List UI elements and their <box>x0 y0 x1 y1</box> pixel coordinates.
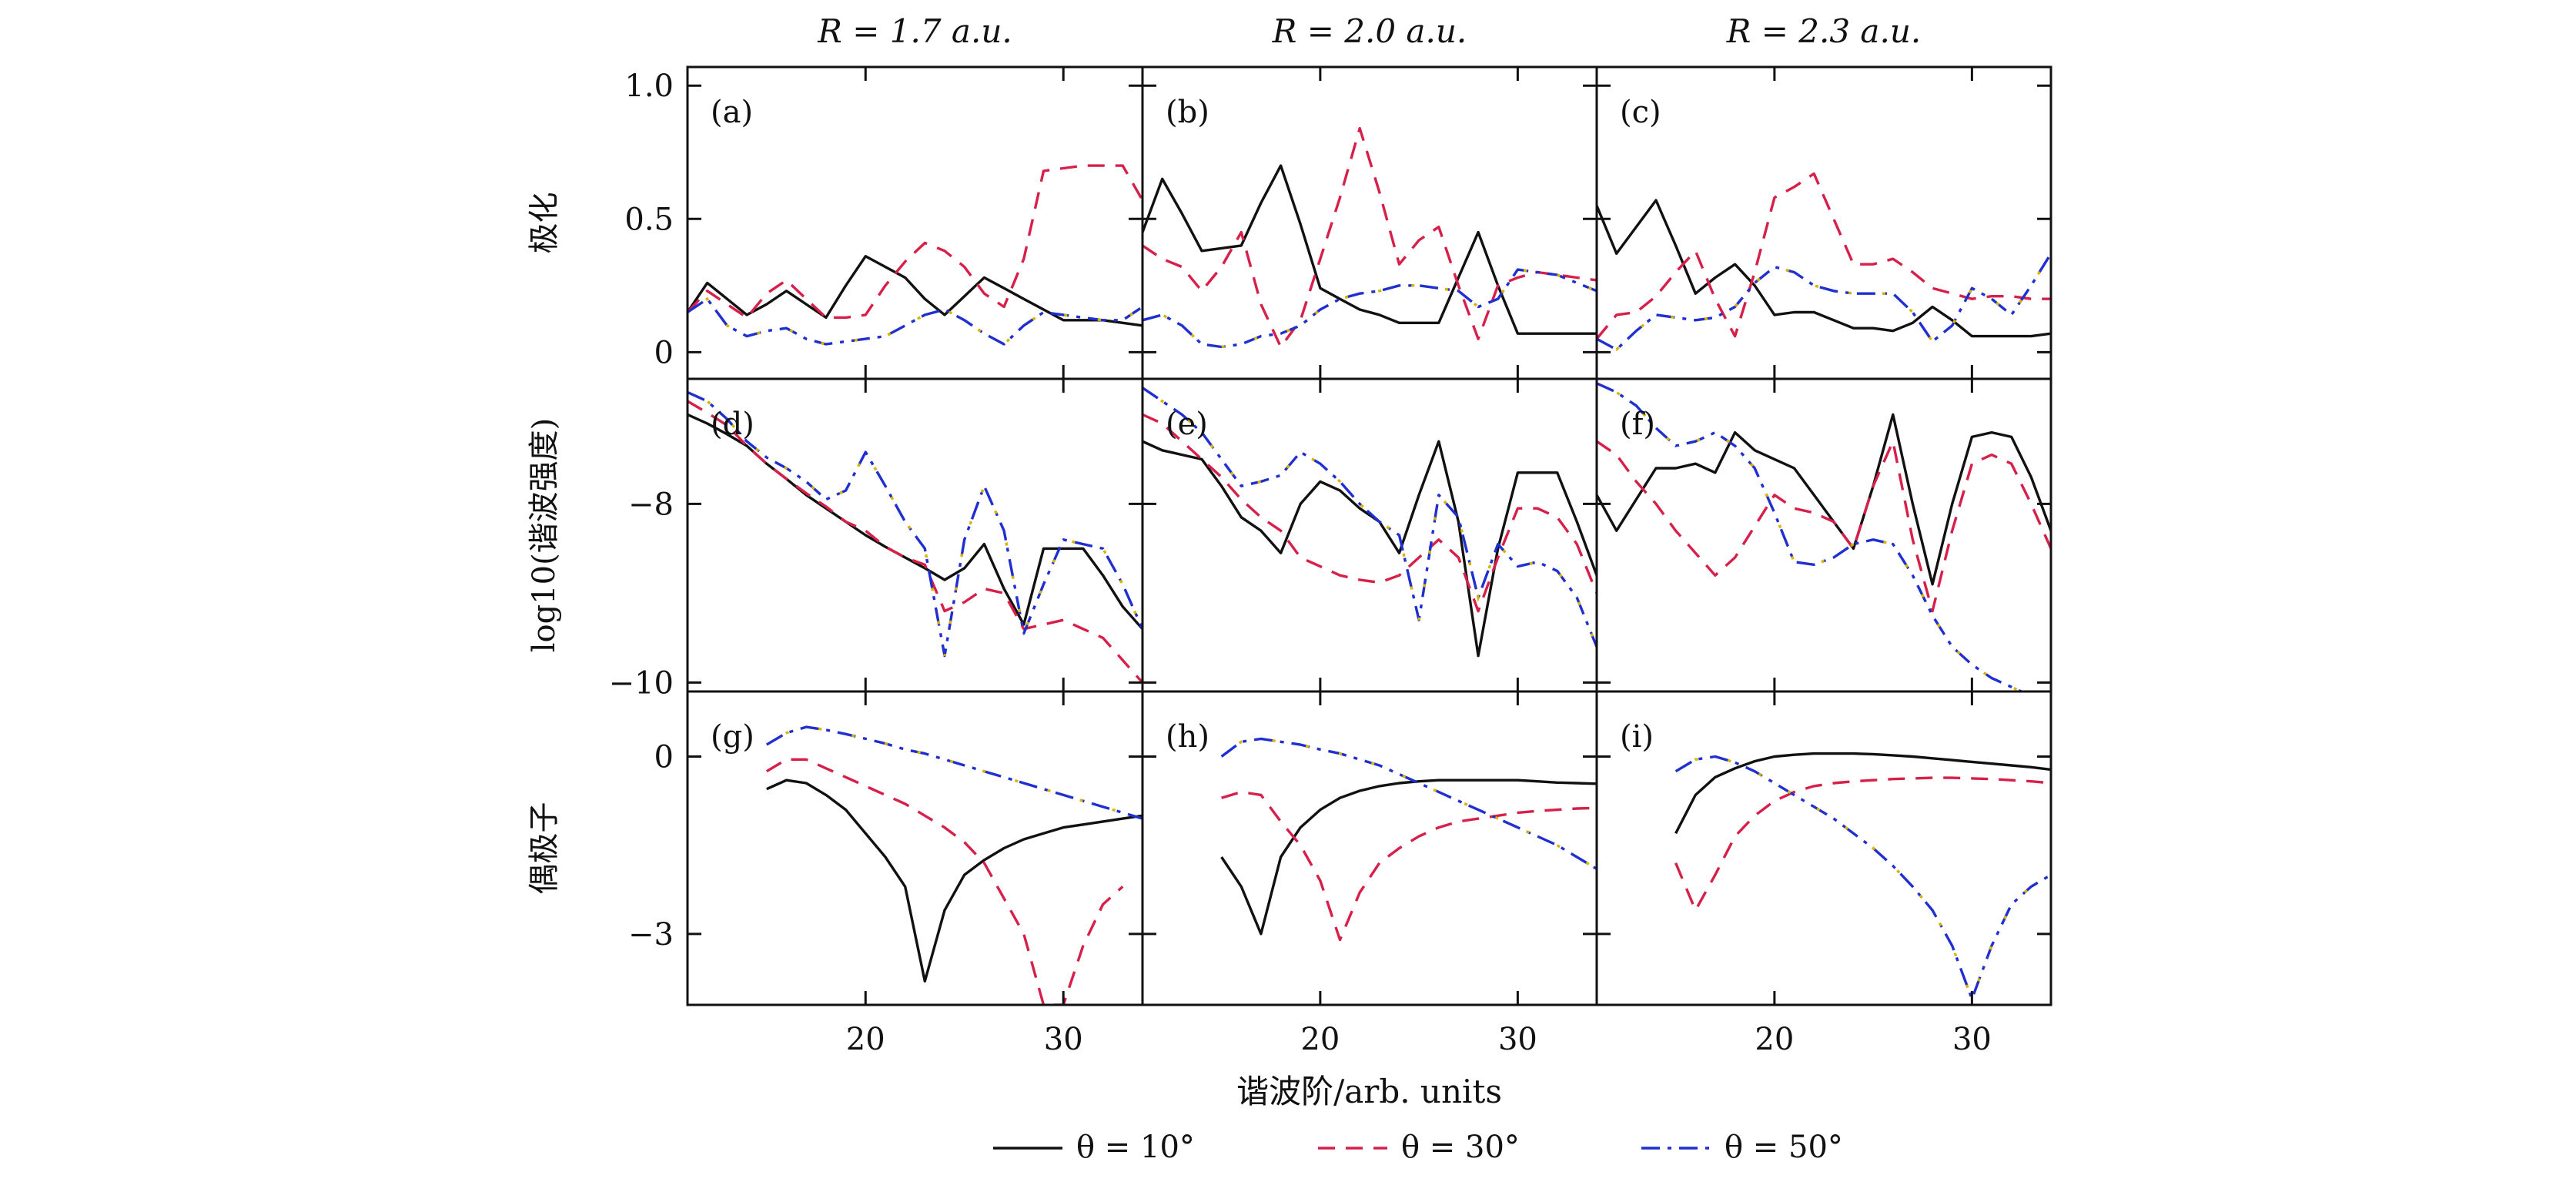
series-line-h-3 <box>1220 737 1597 870</box>
panel-frame <box>1141 377 1598 693</box>
series-overlay-f-3 <box>1597 382 2025 691</box>
x-tick-label: 20 <box>1755 1022 1794 1057</box>
panel-h-plot <box>1220 737 1597 942</box>
series-overlay-c-3 <box>1597 253 2051 351</box>
series-overlay-g-3 <box>765 725 1142 820</box>
series-line-g-3 <box>765 725 1142 820</box>
x-tick-label: 30 <box>1952 1022 1992 1057</box>
series-line-g-1 <box>766 778 1142 983</box>
row-axis-label: log10(谐波强度) <box>527 418 562 653</box>
panel-label: (a) <box>711 95 753 130</box>
series-line-a-2 <box>687 164 1142 320</box>
panel-frame <box>1595 690 2052 1006</box>
y-tick-label: −10 <box>609 665 674 701</box>
panel-frame <box>1141 65 1598 380</box>
panel-frame <box>686 377 1144 693</box>
series-overlay-a-3 <box>687 296 1142 347</box>
column-title: R = 2.3 a.u. <box>1726 12 1921 50</box>
series-line-d-1 <box>687 413 1142 630</box>
panel-a-plot <box>687 164 1142 347</box>
legend-label: θ = 30° <box>1401 1130 1520 1165</box>
panel-label: (e) <box>1166 407 1208 442</box>
x-tick-label: 30 <box>1044 1022 1083 1057</box>
panel-frame <box>686 690 1144 1006</box>
series-line-c-1 <box>1597 199 2051 338</box>
panel-f-plot <box>1597 382 2051 691</box>
y-tick-label: −3 <box>628 917 674 953</box>
x-tick-label: 20 <box>846 1022 885 1057</box>
legend-label: θ = 10° <box>1076 1130 1195 1165</box>
legend-label: θ = 50° <box>1725 1130 1843 1165</box>
series-line-d-2 <box>687 400 1142 684</box>
panel-label: (g) <box>711 719 754 755</box>
series-line-i-1 <box>1674 752 2051 835</box>
panel-label: (d) <box>711 407 754 442</box>
series-line-b-1 <box>1142 164 1597 335</box>
column-title: R = 2.0 a.u. <box>1272 12 1467 50</box>
x-axis-label: 谐波阶/arb. units <box>1236 1073 1502 1110</box>
panel-frame <box>1595 377 2052 693</box>
x-tick-label: 20 <box>1300 1022 1340 1057</box>
panel-label: (f) <box>1620 407 1655 442</box>
panel-label: (c) <box>1620 95 1661 130</box>
series-line-f-3 <box>1597 382 2025 691</box>
series-overlay-d-3 <box>687 390 1142 656</box>
panel-frame <box>1141 690 1598 1006</box>
series-line-c-2 <box>1597 172 2051 340</box>
panel-label: (h) <box>1166 719 1209 755</box>
panel-label: (b) <box>1166 95 1209 130</box>
panel-i-plot <box>1674 752 2051 1003</box>
panel-frame <box>686 65 1144 380</box>
series-line-i-2 <box>1674 776 2051 912</box>
panel-g-plot <box>765 725 1142 1005</box>
panel-b-plot <box>1142 126 1597 349</box>
panel-e-plot <box>1142 387 1597 658</box>
series-line-e-1 <box>1142 440 1597 658</box>
y-tick-label: 1.0 <box>624 69 674 104</box>
series-line-a-1 <box>687 255 1142 327</box>
panel-c-plot <box>1597 172 2051 351</box>
series-line-f-2 <box>1597 440 2051 613</box>
series-line-f-1 <box>1597 413 2051 586</box>
series-line-b-2 <box>1142 126 1597 349</box>
series-overlay-i-3 <box>1674 755 2051 1003</box>
x-tick-label: 30 <box>1498 1022 1537 1057</box>
y-tick-label: −8 <box>628 487 674 522</box>
panel-d-plot <box>687 390 1142 684</box>
series-line-h-1 <box>1220 778 1597 936</box>
series-overlay-e-3 <box>1142 387 1597 648</box>
y-tick-label: 0.5 <box>624 202 674 237</box>
y-tick-label: 0 <box>654 739 674 775</box>
y-tick-label: 0 <box>654 335 674 370</box>
row-axis-label: 极化 <box>527 193 562 254</box>
series-line-e-2 <box>1142 413 1597 613</box>
column-title: R = 1.7 a.u. <box>817 12 1012 50</box>
series-line-d-3 <box>687 390 1142 658</box>
series-line-i-3 <box>1674 755 2051 1001</box>
series-line-e-3 <box>1142 387 1597 648</box>
series-line-g-2 <box>765 758 1124 1005</box>
panel-label: (i) <box>1620 719 1654 755</box>
series-line-b-3 <box>1142 268 1597 349</box>
series-overlay-h-3 <box>1220 737 1597 870</box>
row-axis-label: 偶极子 <box>527 802 562 895</box>
